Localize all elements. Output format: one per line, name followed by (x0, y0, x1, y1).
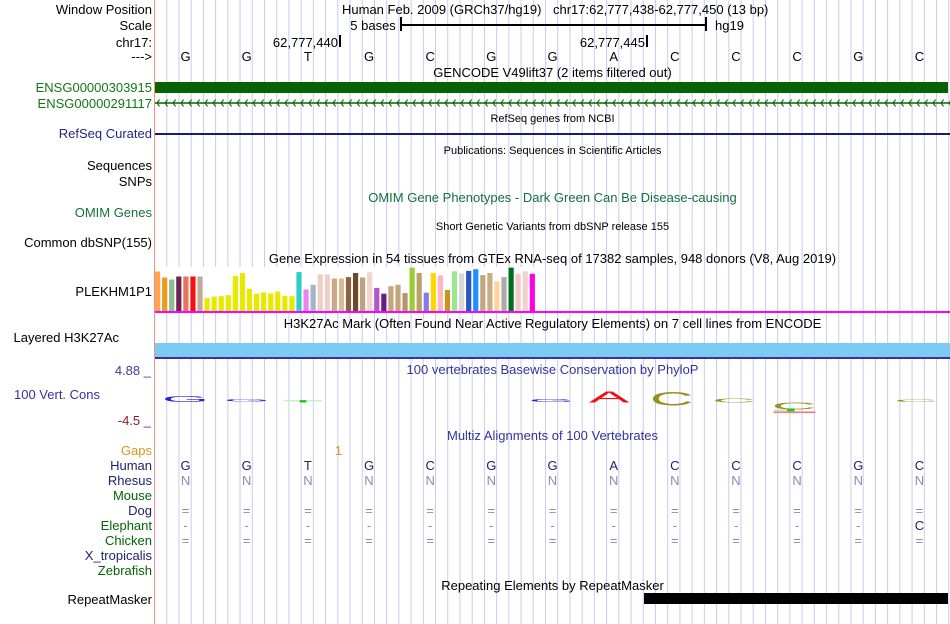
svg-text:G: G (162, 395, 209, 404)
svg-text:C: C (772, 400, 817, 411)
svg-text:A: A (589, 389, 630, 407)
svg-text:C: C (650, 388, 694, 410)
svg-text:C: C (712, 398, 756, 404)
svg-text:G: G (224, 399, 270, 403)
svg-text:C: C (894, 399, 938, 403)
svg-text:G: G (529, 398, 574, 403)
